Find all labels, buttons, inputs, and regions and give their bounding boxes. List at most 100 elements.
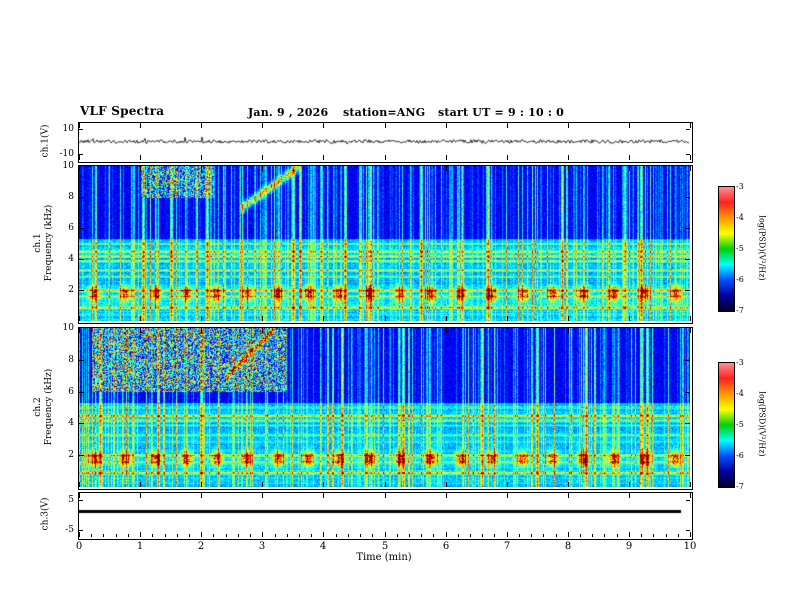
y-tick-mark bbox=[79, 455, 84, 456]
y-tick-label: 8 bbox=[68, 192, 74, 202]
colorbar-tick-label: -6 bbox=[736, 451, 744, 460]
y-tick-mark bbox=[685, 392, 690, 393]
y-tick-mark bbox=[79, 423, 84, 424]
x-tick-mark bbox=[140, 328, 141, 333]
x-tick-mark bbox=[507, 328, 508, 333]
y-tick-mark bbox=[79, 360, 84, 361]
x-tick-mark bbox=[140, 482, 141, 487]
colorbar-tick-label: -4 bbox=[736, 213, 744, 222]
x-minor-tick-mark bbox=[519, 534, 520, 537]
x-tick-mark bbox=[690, 493, 691, 498]
colorbar-tick-label: -5 bbox=[736, 244, 744, 253]
x-tick-mark bbox=[201, 328, 202, 333]
x-tick-mark bbox=[629, 123, 630, 128]
x-tick-mark bbox=[140, 316, 141, 321]
y-tick-mark bbox=[686, 500, 690, 501]
colorbar-ch2-label-text: log(PSD)(V²/Hz) bbox=[757, 391, 767, 457]
x-minor-tick-mark bbox=[543, 534, 544, 537]
x-minor-tick-mark bbox=[91, 534, 92, 537]
x-tick-mark bbox=[629, 482, 630, 487]
x-minor-tick-mark bbox=[250, 534, 251, 537]
x-tick-mark bbox=[323, 316, 324, 321]
x-tick-mark bbox=[568, 123, 569, 128]
x-minor-tick-mark bbox=[458, 534, 459, 537]
y-tick-label: -5 bbox=[65, 525, 74, 535]
x-tick-mark bbox=[201, 166, 202, 171]
x-tick-mark bbox=[385, 155, 386, 160]
y-tick-mark bbox=[685, 259, 690, 260]
ch1-voltage-panel bbox=[78, 122, 693, 163]
colorbar-ch1-label: log(PSD)(V²/Hz) bbox=[758, 215, 767, 280]
x-tick-mark bbox=[262, 316, 263, 321]
x-axis-label: Time (min) bbox=[356, 552, 412, 563]
x-minor-tick-mark bbox=[177, 534, 178, 537]
x-tick-mark bbox=[568, 532, 569, 537]
x-tick-mark bbox=[446, 493, 447, 498]
x-tick-mark bbox=[446, 532, 447, 537]
x-tick-label: 5 bbox=[381, 541, 389, 552]
x-minor-tick-mark bbox=[213, 534, 214, 537]
x-tick-mark bbox=[568, 166, 569, 171]
x-minor-tick-mark bbox=[433, 534, 434, 537]
colorbar-ch2 bbox=[718, 362, 735, 488]
x-tick-mark bbox=[323, 328, 324, 333]
x-tick-mark bbox=[507, 493, 508, 498]
x-tick-mark bbox=[323, 493, 324, 498]
x-tick-mark bbox=[140, 166, 141, 171]
y-tick-label: -10 bbox=[59, 149, 75, 159]
x-tick-label: 8 bbox=[564, 541, 572, 552]
colorbar-tick-label: -4 bbox=[736, 389, 744, 398]
x-tick-mark bbox=[568, 493, 569, 498]
x-tick-mark bbox=[690, 155, 691, 160]
y-tick-mark bbox=[685, 228, 690, 229]
x-minor-tick-mark bbox=[604, 534, 605, 537]
x-tick-mark bbox=[385, 316, 386, 321]
x-minor-tick-mark bbox=[580, 534, 581, 537]
x-tick-mark bbox=[507, 166, 508, 171]
ch2-spec-ylabel: ch.2 Frequency (kHz) bbox=[33, 369, 56, 446]
x-tick-mark bbox=[568, 482, 569, 487]
x-tick-mark bbox=[629, 155, 630, 160]
x-tick-mark bbox=[262, 123, 263, 128]
x-tick-label: 7 bbox=[503, 541, 511, 552]
y-tick-mark bbox=[686, 154, 690, 155]
x-tick-mark bbox=[201, 493, 202, 498]
x-tick-mark bbox=[385, 493, 386, 498]
x-tick-mark bbox=[79, 123, 80, 128]
ch2-spec-ylabel-line2: Frequency (kHz) bbox=[44, 368, 54, 446]
x-minor-tick-mark bbox=[226, 534, 227, 537]
y-tick-mark bbox=[685, 360, 690, 361]
x-tick-mark bbox=[79, 155, 80, 160]
x-minor-tick-mark bbox=[592, 534, 593, 537]
x-tick-label: 1 bbox=[136, 541, 144, 552]
plot-date: Jan. 9 , 2026 bbox=[248, 106, 329, 119]
x-minor-tick-mark bbox=[678, 534, 679, 537]
x-tick-mark bbox=[690, 328, 691, 333]
colorbar-tick-label: -3 bbox=[736, 182, 744, 191]
x-minor-tick-mark bbox=[556, 534, 557, 537]
plot-start-ut: start UT = 9 : 10 : 0 bbox=[438, 106, 565, 119]
x-minor-tick-mark bbox=[336, 534, 337, 537]
x-tick-mark bbox=[629, 493, 630, 498]
x-tick-mark bbox=[385, 482, 386, 487]
colorbar-tick-label: -7 bbox=[736, 306, 744, 315]
x-tick-mark bbox=[323, 123, 324, 128]
ch3-voltage-ylabel: ch.3(V) bbox=[40, 497, 51, 531]
y-tick-mark bbox=[686, 129, 690, 130]
x-minor-tick-mark bbox=[494, 534, 495, 537]
x-minor-tick-mark bbox=[617, 534, 618, 537]
x-tick-mark bbox=[140, 532, 141, 537]
y-tick-label: 4 bbox=[68, 418, 74, 428]
x-minor-tick-mark bbox=[189, 534, 190, 537]
y-tick-label: 5 bbox=[68, 495, 74, 505]
ch2-spectrogram-canvas bbox=[79, 328, 690, 487]
x-minor-tick-mark bbox=[641, 534, 642, 537]
y-tick-label: 10 bbox=[62, 124, 74, 134]
y-tick-mark bbox=[79, 392, 84, 393]
y-tick-label: 8 bbox=[68, 355, 74, 365]
x-tick-mark bbox=[568, 155, 569, 160]
x-tick-mark bbox=[262, 328, 263, 333]
x-tick-mark bbox=[690, 532, 691, 537]
x-tick-mark bbox=[201, 316, 202, 321]
y-tick-mark bbox=[685, 290, 690, 291]
